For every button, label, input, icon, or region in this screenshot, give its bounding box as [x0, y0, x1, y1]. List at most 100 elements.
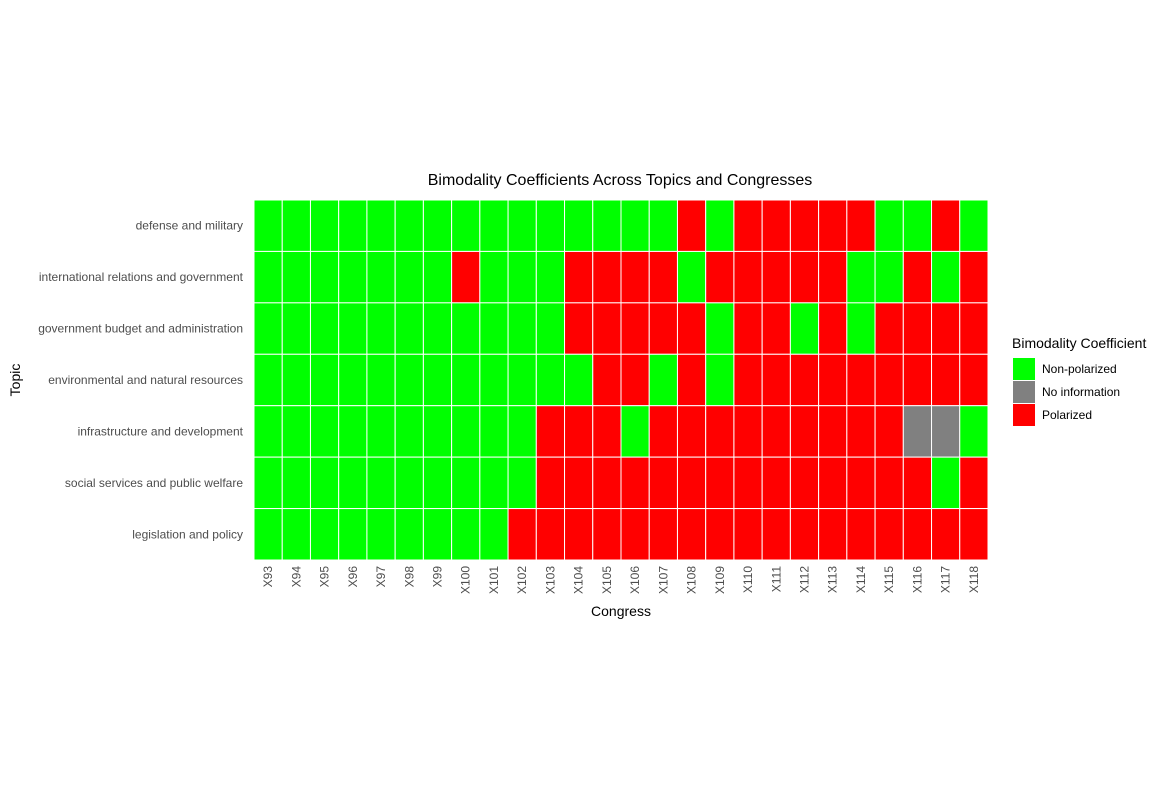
heatmap-cell-X117-row-1 — [931, 250, 961, 304]
heatmap-cell-X103-row-2 — [535, 302, 566, 355]
heatmap-cell-X98-row-0 — [394, 199, 424, 252]
heatmap-cell-X116-row-3 — [902, 353, 933, 407]
heatmap-cell-X118-row-2 — [959, 302, 989, 355]
heatmap-cell-X115-row-2 — [874, 302, 904, 355]
heatmap-cell-X95-row-5 — [309, 456, 340, 510]
y-tick-label: social services and public welfare — [65, 476, 243, 490]
heatmap-cell-X118-row-3 — [959, 353, 989, 407]
heatmap-cell-X100-row-5 — [451, 456, 481, 510]
heatmap-cells — [253, 199, 989, 561]
heatmap-cell-X107-row-0 — [648, 199, 678, 252]
heatmap-cell-X96-row-2 — [338, 302, 368, 355]
heatmap-cell-X113-row-6 — [818, 508, 848, 561]
heatmap-cell-X117-row-3 — [931, 353, 961, 407]
x-tick-label: X94 — [289, 566, 303, 588]
heatmap-cell-X97-row-5 — [366, 456, 396, 510]
heatmap-cell-X115-row-5 — [874, 456, 904, 510]
heatmap-cell-X108-row-5 — [676, 456, 707, 510]
heatmap-cell-X116-row-5 — [902, 456, 933, 510]
heatmap-cell-X108-row-0 — [676, 199, 707, 252]
heatmap-cell-X109-row-0 — [705, 199, 735, 252]
heatmap-cell-X109-row-3 — [705, 353, 735, 407]
heatmap-cell-X98-row-2 — [394, 302, 424, 355]
heatmap-cell-X103-row-0 — [535, 199, 566, 252]
heatmap-cell-X116-row-1 — [902, 250, 933, 304]
heatmap-cell-X99-row-0 — [422, 199, 453, 252]
heatmap-cell-X96-row-0 — [338, 199, 368, 252]
heatmap-cell-X110-row-2 — [733, 302, 763, 355]
heatmap-cell-X93-row-5 — [253, 456, 283, 510]
heatmap-cell-X106-row-1 — [620, 250, 650, 304]
heatmap-cell-X101-row-1 — [479, 250, 509, 304]
heatmap-cell-X93-row-4 — [253, 405, 283, 458]
heatmap-cell-X100-row-4 — [451, 405, 481, 458]
heatmap-cell-X100-row-1 — [451, 250, 481, 304]
heatmap-cell-X108-row-4 — [676, 405, 707, 458]
heatmap-cell-X105-row-6 — [592, 508, 622, 561]
heatmap-cell-X111-row-4 — [761, 405, 791, 458]
heatmap-cell-X113-row-3 — [818, 353, 848, 407]
heatmap-cell-X98-row-1 — [394, 250, 424, 304]
heatmap-cell-X95-row-3 — [309, 353, 340, 407]
heatmap-cell-X94-row-5 — [281, 456, 311, 510]
heatmap-cell-X103-row-1 — [535, 250, 566, 304]
x-tick-label: X96 — [346, 566, 360, 588]
x-tick-label: X109 — [713, 566, 727, 594]
heatmap-cell-X93-row-1 — [253, 250, 283, 304]
heatmap-cell-X98-row-3 — [394, 353, 424, 407]
heatmap-cell-X117-row-0 — [931, 199, 961, 252]
heatmap-cell-X96-row-4 — [338, 405, 368, 458]
heatmap-cell-X94-row-6 — [281, 508, 311, 561]
heatmap-cell-X94-row-0 — [281, 199, 311, 252]
heatmap-cell-X111-row-1 — [761, 250, 791, 304]
heatmap-cell-X114-row-0 — [846, 199, 876, 252]
x-tick-label: X110 — [741, 566, 755, 593]
y-tick-label: infrastructure and development — [78, 424, 244, 438]
heatmap-cell-X112-row-6 — [789, 508, 820, 561]
y-tick-label: international relations and government — [39, 270, 244, 284]
heatmap-cell-X105-row-3 — [592, 353, 622, 407]
heatmap-cell-X100-row-6 — [451, 508, 481, 561]
heatmap-cell-X108-row-3 — [676, 353, 707, 407]
y-axis-title: Topic — [7, 364, 23, 397]
legend-swatch — [1013, 381, 1035, 403]
heatmap-cell-X110-row-1 — [733, 250, 763, 304]
heatmap-cell-X109-row-6 — [705, 508, 735, 561]
x-tick-label: X117 — [939, 566, 953, 593]
heatmap-cell-X112-row-4 — [789, 405, 820, 458]
heatmap-cell-X101-row-2 — [479, 302, 509, 355]
heatmap-cell-X99-row-4 — [422, 405, 453, 458]
x-tick-label: X113 — [826, 566, 840, 593]
heatmap-cell-X106-row-5 — [620, 456, 650, 510]
heatmap-cell-X111-row-2 — [761, 302, 791, 355]
heatmap-cell-X100-row-3 — [451, 353, 481, 407]
heatmap-cell-X104-row-1 — [564, 250, 594, 304]
heatmap-cell-X106-row-6 — [620, 508, 650, 561]
x-tick-label: X105 — [600, 566, 614, 594]
heatmap-cell-X95-row-0 — [309, 199, 340, 252]
y-tick-label: defense and military — [136, 219, 243, 233]
heatmap-cell-X99-row-3 — [422, 353, 453, 407]
heatmap-cell-X103-row-3 — [535, 353, 566, 407]
heatmap-cell-X107-row-6 — [648, 508, 678, 561]
heatmap-cell-X95-row-1 — [309, 250, 340, 304]
heatmap-cell-X112-row-0 — [789, 199, 820, 252]
x-tick-label: X104 — [572, 566, 586, 594]
chart-title: Bimodality Coefficients Across Topics an… — [428, 172, 812, 189]
heatmap-cell-X107-row-1 — [648, 250, 678, 304]
heatmap-cell-X95-row-2 — [309, 302, 340, 355]
heatmap-cell-X111-row-0 — [761, 199, 791, 252]
heatmap-cell-X101-row-0 — [479, 199, 509, 252]
heatmap-cell-X115-row-0 — [874, 199, 904, 252]
heatmap-cell-X96-row-3 — [338, 353, 368, 407]
heatmap-cell-X101-row-5 — [479, 456, 509, 510]
heatmap-cell-X113-row-0 — [818, 199, 848, 252]
legend-items: Non-polarized No information Polarized — [1013, 358, 1120, 426]
heatmap-cell-X110-row-6 — [733, 508, 763, 561]
heatmap-cell-X100-row-2 — [451, 302, 481, 355]
heatmap-cell-X97-row-0 — [366, 199, 396, 252]
heatmap-cell-X104-row-3 — [564, 353, 594, 407]
heatmap-cell-X116-row-4 — [902, 405, 933, 458]
heatmap-cell-X110-row-5 — [733, 456, 763, 510]
